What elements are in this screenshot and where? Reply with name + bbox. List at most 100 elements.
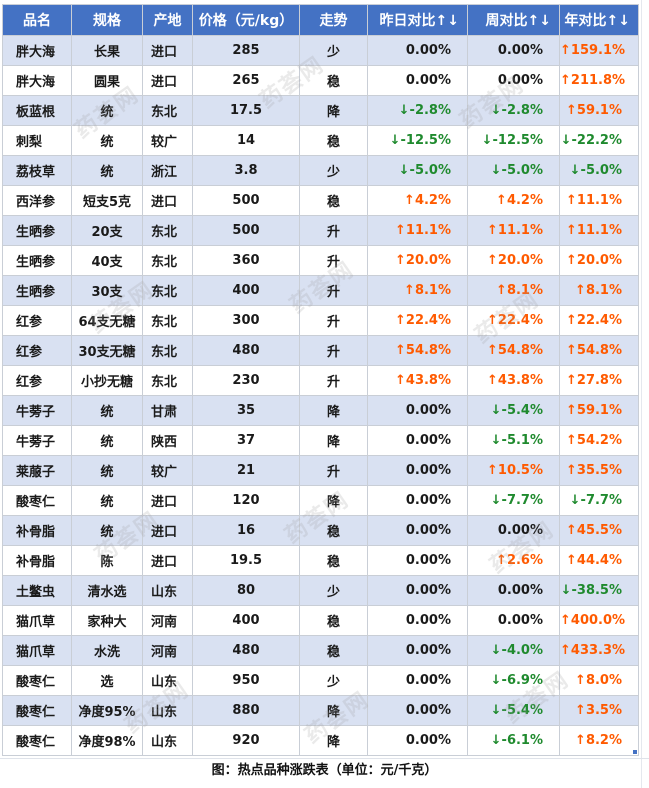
header-trend[interactable]: 走势: [299, 4, 368, 36]
cell-day-compare[interactable]: 0.00%: [367, 455, 468, 486]
cell-day-compare[interactable]: 0.00%: [367, 485, 468, 516]
cell-price[interactable]: 500: [192, 215, 300, 246]
cell-spec[interactable]: 短支5克: [71, 185, 143, 216]
cell-trend[interactable]: 稳: [299, 65, 368, 96]
cell-name[interactable]: 酸枣仁: [2, 695, 72, 726]
cell-trend[interactable]: 稳: [299, 185, 368, 216]
header-price[interactable]: 价格（元/kg）: [192, 4, 300, 36]
cell-origin[interactable]: 进口: [142, 35, 193, 66]
cell-trend[interactable]: 稳: [299, 515, 368, 546]
cell-origin[interactable]: 河南: [142, 605, 193, 636]
cell-year-compare[interactable]: ↑27.8%: [559, 365, 639, 396]
cell-name[interactable]: 酸枣仁: [2, 485, 72, 516]
cell-trend[interactable]: 降: [299, 695, 368, 726]
cell-year-compare[interactable]: ↑8.0%: [559, 665, 639, 696]
header-origin[interactable]: 产地: [142, 4, 193, 36]
cell-price[interactable]: 120: [192, 485, 300, 516]
cell-trend[interactable]: 降: [299, 425, 368, 456]
cell-week-compare[interactable]: 0.00%: [467, 605, 560, 636]
cell-week-compare[interactable]: ↓-4.0%: [467, 635, 560, 666]
cell-trend[interactable]: 稳: [299, 635, 368, 666]
cell-price[interactable]: 500: [192, 185, 300, 216]
cell-spec[interactable]: 20支: [71, 215, 143, 246]
cell-spec[interactable]: 清水选: [71, 575, 143, 606]
cell-price[interactable]: 400: [192, 605, 300, 636]
cell-spec[interactable]: 选: [71, 665, 143, 696]
cell-name[interactable]: 酸枣仁: [2, 665, 72, 696]
cell-week-compare[interactable]: ↓-6.1%: [467, 725, 560, 756]
cell-day-compare[interactable]: 0.00%: [367, 515, 468, 546]
cell-price[interactable]: 360: [192, 245, 300, 276]
cell-price[interactable]: 400: [192, 275, 300, 306]
cell-name[interactable]: 猫爪草: [2, 605, 72, 636]
cell-spec[interactable]: 30支: [71, 275, 143, 306]
cell-name[interactable]: 生晒参: [2, 215, 72, 246]
cell-spec[interactable]: 统: [71, 395, 143, 426]
cell-origin[interactable]: 较广: [142, 125, 193, 156]
cell-name[interactable]: 胖大海: [2, 65, 72, 96]
cell-week-compare[interactable]: ↑4.2%: [467, 185, 560, 216]
cell-week-compare[interactable]: 0.00%: [467, 575, 560, 606]
cell-trend[interactable]: 少: [299, 155, 368, 186]
cell-week-compare[interactable]: ↑22.4%: [467, 305, 560, 336]
cell-name[interactable]: 补骨脂: [2, 545, 72, 576]
cell-trend[interactable]: 少: [299, 35, 368, 66]
cell-day-compare[interactable]: ↓-12.5%: [367, 125, 468, 156]
cell-day-compare[interactable]: 0.00%: [367, 635, 468, 666]
cell-spec[interactable]: 陈: [71, 545, 143, 576]
cell-year-compare[interactable]: ↑433.3%: [559, 635, 639, 666]
cell-day-compare[interactable]: 0.00%: [367, 575, 468, 606]
cell-day-compare[interactable]: ↑8.1%: [367, 275, 468, 306]
cell-spec[interactable]: 水洗: [71, 635, 143, 666]
cell-trend[interactable]: 升: [299, 455, 368, 486]
cell-spec[interactable]: 统: [71, 425, 143, 456]
cell-year-compare[interactable]: ↑11.1%: [559, 185, 639, 216]
cell-origin[interactable]: 进口: [142, 185, 193, 216]
cell-day-compare[interactable]: 0.00%: [367, 65, 468, 96]
cell-year-compare[interactable]: ↑3.5%: [559, 695, 639, 726]
cell-origin[interactable]: 东北: [142, 215, 193, 246]
cell-price[interactable]: 880: [192, 695, 300, 726]
cell-year-compare[interactable]: ↑35.5%: [559, 455, 639, 486]
cell-name[interactable]: 荔枝草: [2, 155, 72, 186]
cell-origin[interactable]: 甘肃: [142, 395, 193, 426]
cell-price[interactable]: 17.5: [192, 95, 300, 126]
cell-price[interactable]: 480: [192, 335, 300, 366]
cell-origin[interactable]: 东北: [142, 305, 193, 336]
cell-name[interactable]: 红参: [2, 305, 72, 336]
cell-day-compare[interactable]: ↑4.2%: [367, 185, 468, 216]
cell-trend[interactable]: 升: [299, 245, 368, 276]
cell-price[interactable]: 300: [192, 305, 300, 336]
cell-price[interactable]: 21: [192, 455, 300, 486]
header-name[interactable]: 品名: [2, 4, 72, 36]
cell-spec[interactable]: 64支无糖: [71, 305, 143, 336]
cell-week-compare[interactable]: ↓-5.4%: [467, 695, 560, 726]
header-year-compare[interactable]: 年对比↑↓: [559, 4, 639, 36]
cell-spec[interactable]: 小抄无糖: [71, 365, 143, 396]
cell-spec[interactable]: 统: [71, 125, 143, 156]
cell-week-compare[interactable]: ↑43.8%: [467, 365, 560, 396]
cell-price[interactable]: 920: [192, 725, 300, 756]
cell-spec[interactable]: 净度98%: [71, 725, 143, 756]
cell-day-compare[interactable]: ↑54.8%: [367, 335, 468, 366]
cell-week-compare[interactable]: ↓-5.1%: [467, 425, 560, 456]
cell-day-compare[interactable]: ↓-5.0%: [367, 155, 468, 186]
cell-year-compare[interactable]: ↑22.4%: [559, 305, 639, 336]
cell-price[interactable]: 3.8: [192, 155, 300, 186]
cell-trend[interactable]: 升: [299, 365, 368, 396]
cell-name[interactable]: 红参: [2, 335, 72, 366]
cell-day-compare[interactable]: ↑22.4%: [367, 305, 468, 336]
cell-spec[interactable]: 长果: [71, 35, 143, 66]
cell-origin[interactable]: 进口: [142, 65, 193, 96]
cell-week-compare[interactable]: ↑54.8%: [467, 335, 560, 366]
cell-day-compare[interactable]: ↑11.1%: [367, 215, 468, 246]
cell-origin[interactable]: 山东: [142, 665, 193, 696]
header-week-compare[interactable]: 周对比↑↓: [467, 4, 560, 36]
cell-trend[interactable]: 升: [299, 335, 368, 366]
cell-name[interactable]: 补骨脂: [2, 515, 72, 546]
cell-year-compare[interactable]: ↑11.1%: [559, 215, 639, 246]
cell-day-compare[interactable]: 0.00%: [367, 395, 468, 426]
cell-spec[interactable]: 净度95%: [71, 695, 143, 726]
cell-week-compare[interactable]: ↓-12.5%: [467, 125, 560, 156]
cell-year-compare[interactable]: ↑45.5%: [559, 515, 639, 546]
